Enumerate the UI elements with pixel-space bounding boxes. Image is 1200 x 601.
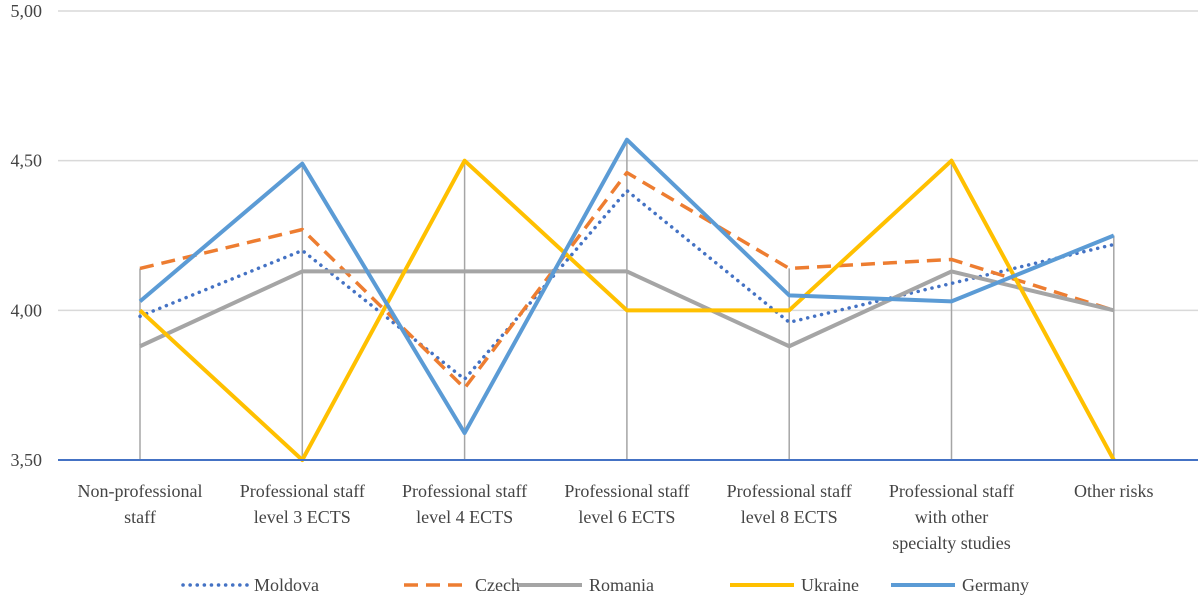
legend-label-moldova: Moldova (254, 575, 319, 595)
series-line-romania (139, 269, 1115, 349)
series-line-germany (138, 137, 1115, 436)
x-axis: Non-professional staff Professional staff l… (58, 459, 1198, 553)
drop-lines (139, 139, 1115, 460)
legend: Moldova Czech Romania Ukraine Germany (181, 575, 1029, 595)
legend-label-czech: Czech (475, 575, 520, 595)
legend-label-romania: Romania (589, 575, 654, 595)
x-tick-label: Professional staff level 8 ECTS (727, 481, 852, 527)
y-axis: 3,50 4,00 4,50 5,00 (11, 1, 43, 470)
series-line-moldova (138, 188, 1116, 381)
x-tick-label: Professional staff level 4 ECTS (402, 481, 527, 527)
x-tick-label: Professional staff with other specialty st… (889, 481, 1014, 553)
x-tick-label: Other risks (1074, 481, 1154, 501)
x-tick-label: Professional staff level 3 ECTS (240, 481, 365, 527)
x-tick-label: Professional staff level 6 ECTS (564, 481, 689, 527)
y-tick-label: 4,50 (11, 151, 43, 171)
legend-label-ukraine: Ukraine (801, 575, 859, 595)
series-line-czech (139, 170, 1115, 390)
y-tick-label: 3,50 (11, 450, 43, 470)
y-tick-label: 4,00 (11, 300, 43, 320)
legend-label-germany: Germany (962, 575, 1029, 595)
y-tick-label: 5,00 (11, 1, 43, 21)
x-tick-label: Non-professional staff (78, 481, 203, 527)
